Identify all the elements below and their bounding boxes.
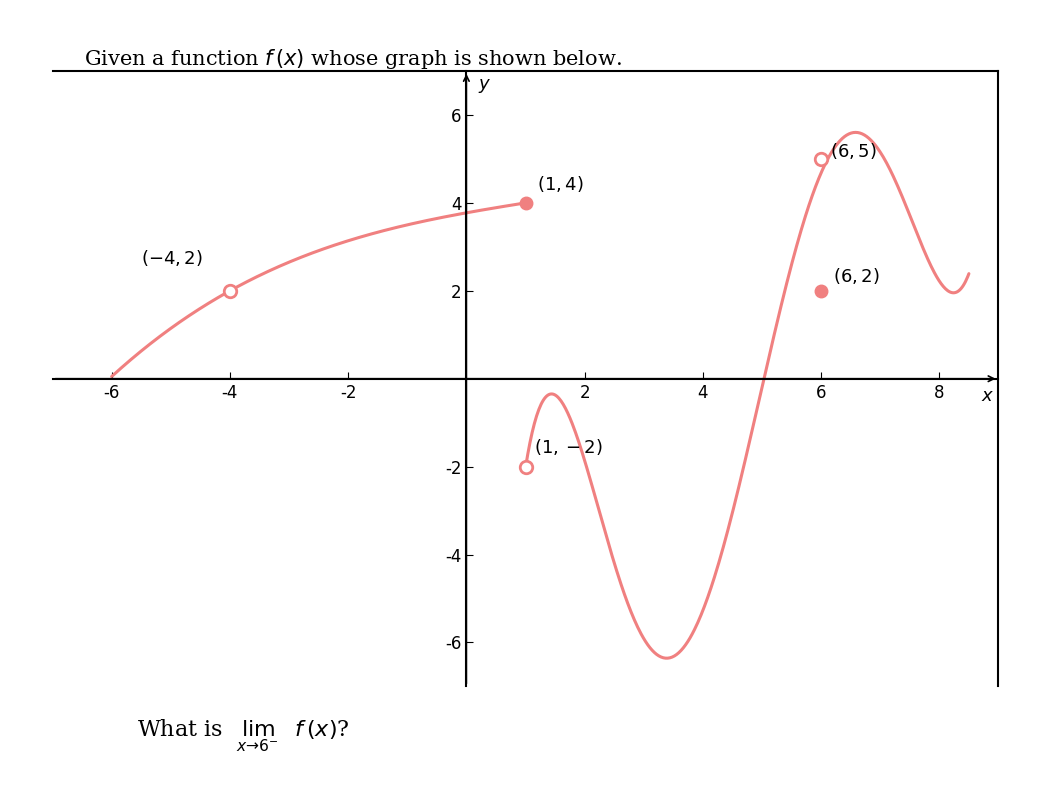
Text: $(-4,2)$: $(-4,2)$ bbox=[141, 249, 203, 268]
Text: $(6,5)$: $(6,5)$ bbox=[830, 140, 877, 161]
Text: What is  $\lim_{x \to 6^-}$  $f\,(x)$?: What is $\lim_{x \to 6^-}$ $f\,(x)$? bbox=[137, 718, 349, 754]
Text: $(1,4)$: $(1,4)$ bbox=[537, 174, 584, 193]
Text: Given a function $f\,(x)$ whose graph is shown below.: Given a function $f\,(x)$ whose graph is… bbox=[84, 47, 622, 71]
Text: x: x bbox=[982, 387, 992, 405]
Text: $(1,-2)$: $(1,-2)$ bbox=[534, 437, 603, 458]
Text: $(6,2)$: $(6,2)$ bbox=[833, 266, 880, 286]
Text: y: y bbox=[478, 76, 489, 93]
